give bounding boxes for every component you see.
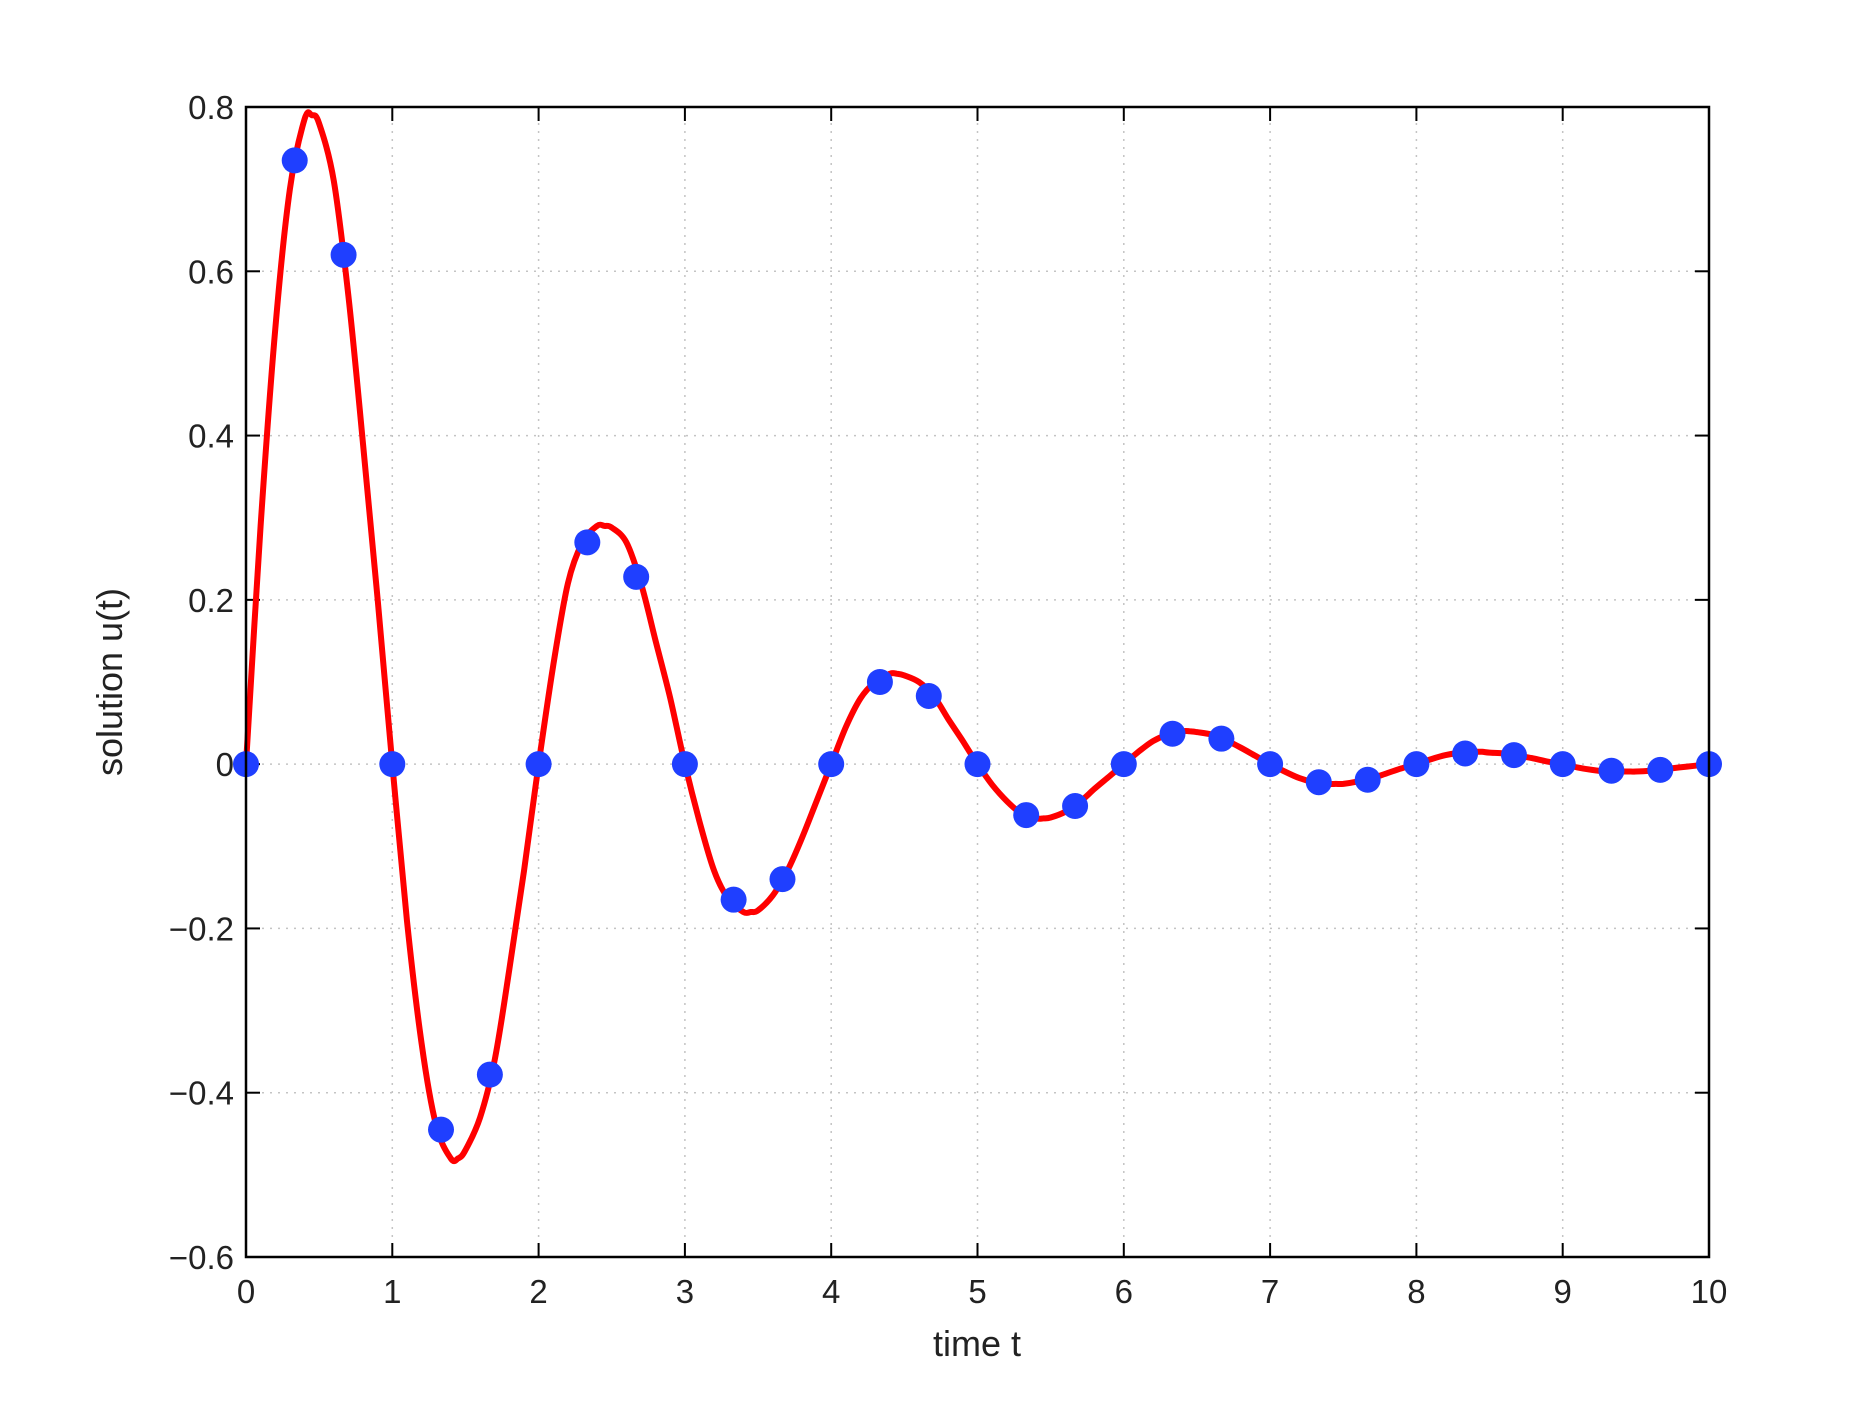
y-tick-label: 0.4	[188, 418, 234, 455]
data-point-marker	[1013, 802, 1040, 829]
data-point-marker	[1500, 742, 1527, 769]
data-point-marker	[818, 751, 845, 778]
x-tick-label: 7	[1261, 1273, 1279, 1310]
data-point-marker	[1062, 793, 1089, 820]
x-tick-label: 5	[968, 1273, 986, 1310]
data-point-marker	[1208, 725, 1235, 752]
data-point-marker	[330, 241, 357, 268]
x-tick-label: 2	[529, 1273, 547, 1310]
y-tick-label: −0.2	[169, 910, 234, 947]
data-point-marker	[866, 669, 893, 695]
y-tick-label: −0.6	[169, 1239, 234, 1276]
y-tick-label: −0.4	[169, 1075, 234, 1112]
data-point-marker	[915, 682, 942, 709]
data-point-marker	[1403, 751, 1430, 778]
x-tick-label: 10	[1691, 1273, 1728, 1310]
data-point-marker	[1452, 740, 1479, 767]
data-point-marker	[525, 751, 552, 778]
data-point-marker	[428, 1116, 455, 1143]
x-tick-label: 4	[822, 1273, 840, 1310]
data-point-marker	[1647, 756, 1674, 783]
data-point-marker	[671, 751, 698, 778]
data-point-marker	[1257, 751, 1284, 778]
y-tick-label: 0.6	[188, 253, 234, 290]
data-point-marker	[1159, 720, 1186, 747]
x-tick-label: 3	[676, 1273, 694, 1310]
x-tick-label: 1	[383, 1273, 401, 1310]
data-series	[233, 109, 1722, 1165]
y-tick-label: 0	[216, 746, 234, 783]
data-point-marker	[964, 751, 991, 778]
plot-frame	[244, 105, 1711, 1259]
x-tick-label: 8	[1407, 1273, 1425, 1310]
data-point-marker	[623, 563, 650, 590]
data-point-marker	[1598, 757, 1625, 784]
x-axis-title: time t	[933, 1323, 1021, 1364]
x-tick-label: 0	[237, 1273, 255, 1310]
data-point-marker	[1549, 751, 1576, 778]
x-tick-label: 9	[1554, 1273, 1572, 1310]
x-tick-label: 6	[1115, 1273, 1133, 1310]
data-point-marker	[1110, 751, 1137, 778]
x-tick-labels: 0 1 2 3 4 5 6 7 8 9 10	[237, 1273, 1728, 1310]
data-point-marker	[281, 147, 308, 174]
data-point-marker	[476, 1061, 503, 1088]
data-point-marker	[574, 529, 601, 556]
data-point-marker	[1305, 769, 1332, 796]
y-tick-label: 0.8	[188, 89, 234, 126]
data-point-marker	[720, 886, 747, 913]
y-axis-title: solution u(t)	[89, 588, 130, 776]
data-point-marker	[1354, 766, 1381, 793]
data-point-marker	[769, 866, 796, 893]
y-tick-label: 0.2	[188, 582, 234, 619]
y-tick-labels: −0.6 −0.4 −0.2 0 0.2 0.4 0.6 0.8	[169, 89, 234, 1276]
data-point-marker	[379, 751, 406, 778]
